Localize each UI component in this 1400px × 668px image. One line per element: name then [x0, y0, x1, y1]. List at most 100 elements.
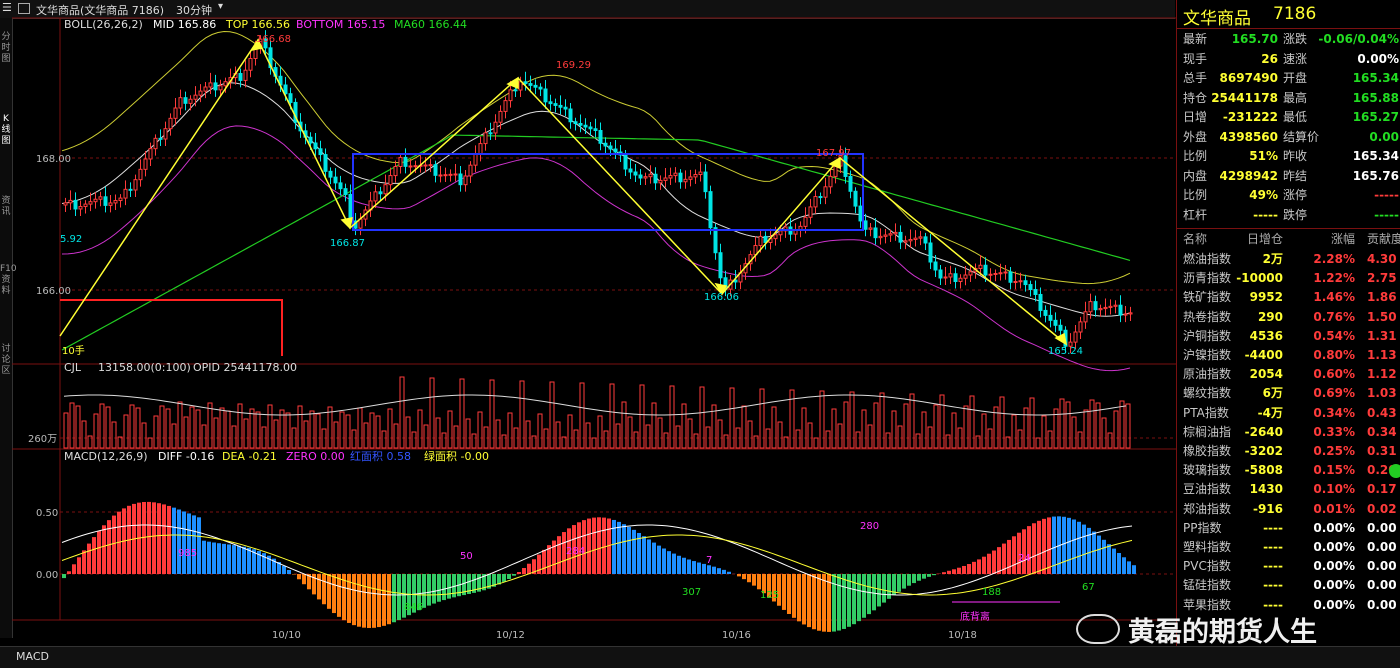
macd-bar: [437, 574, 441, 602]
header-contribution[interactable]: 贡献度: [1367, 230, 1400, 249]
volume-bar: [874, 403, 878, 448]
tab-macd[interactable]: MACD: [16, 650, 49, 663]
macd-trough-label: 188: [982, 587, 1001, 598]
candle-body: [959, 278, 962, 281]
candle-body: [869, 228, 872, 229]
volume-bar: [118, 437, 122, 448]
candle-body: [649, 174, 652, 176]
macd-bar: [707, 565, 711, 574]
volume-bar: [220, 408, 224, 448]
index-change: 0.00%: [1313, 576, 1355, 595]
volume-bar: [442, 433, 446, 448]
volume-bar: [910, 394, 914, 448]
candle-body: [1104, 307, 1107, 308]
volume-bar: [952, 413, 956, 448]
candle-body: [239, 74, 242, 81]
candle-body: [884, 235, 887, 236]
volume-bar: [1120, 401, 1124, 448]
candle-body: [909, 239, 912, 240]
candle-body: [624, 155, 627, 169]
list-item[interactable]: PVC指数----0.00%0.00: [1177, 557, 1400, 576]
volume-bar: [1072, 417, 1076, 448]
quote-value: 165.70: [1232, 30, 1278, 49]
candle-body: [434, 165, 437, 176]
candle-body: [384, 185, 387, 194]
scroll-indicator-icon[interactable]: [1389, 464, 1400, 478]
quote-label: 比例: [1183, 147, 1207, 166]
macd-dea: DEA -0.21: [222, 450, 277, 463]
cjl-name[interactable]: CJL: [64, 361, 82, 374]
quote-value: 8697490: [1220, 69, 1278, 88]
candle-body: [134, 180, 137, 190]
candle-body: [309, 137, 312, 143]
macd-bar: [882, 574, 886, 603]
volume-bar: [406, 417, 410, 448]
macd-bar: [992, 551, 996, 574]
index-contribution: 1.86: [1367, 288, 1397, 307]
macd-bar: [782, 574, 786, 610]
index-change: 0.80%: [1313, 346, 1355, 365]
candle-body: [1079, 322, 1082, 332]
list-item[interactable]: 塑料指数----0.00%0.00: [1177, 538, 1400, 557]
header-change[interactable]: 涨幅: [1331, 230, 1355, 249]
candle-body: [174, 108, 177, 118]
macd-bar: [427, 574, 431, 606]
opid-line: [64, 395, 1126, 415]
candle-body: [964, 275, 967, 278]
macd-name[interactable]: MACD(12,26,9): [64, 450, 148, 463]
volume-bar: [538, 414, 542, 448]
candle-body: [169, 118, 172, 128]
index-oi-change: ----: [1263, 538, 1283, 557]
macd-bar: [1112, 549, 1116, 574]
header-name[interactable]: 名称: [1183, 230, 1207, 249]
header-oi[interactable]: 日增仓: [1247, 230, 1283, 249]
chart-area[interactable]: 168.00 166.00 260万 0.50 0.00 10/10 10/12…: [0, 0, 1176, 646]
volume-bar: [376, 416, 380, 448]
candle-body: [1004, 272, 1007, 273]
volume-bar: [922, 412, 926, 448]
candle-body: [184, 98, 187, 104]
volume-bar: [568, 415, 572, 448]
high-price-label: 167.97: [816, 148, 851, 159]
macd-bar: [697, 563, 701, 574]
macd-bar: [317, 574, 321, 599]
volume-bar: [316, 414, 320, 448]
candle-body: [1024, 281, 1027, 285]
candle-body: [549, 102, 552, 104]
candle-body: [319, 149, 322, 155]
index-name: PVC指数: [1183, 557, 1231, 576]
volume-bar: [1078, 432, 1082, 448]
index-name: 铁矿指数: [1183, 288, 1231, 307]
quote-label: 外盘: [1183, 128, 1207, 147]
index-name: 郑油指数: [1183, 500, 1231, 519]
macd-bar: [352, 574, 356, 625]
boll-name[interactable]: BOLL(26,26,2): [64, 18, 143, 31]
index-change: 0.00%: [1313, 519, 1355, 538]
index-oi-change: -3202: [1245, 442, 1283, 461]
macd-bar: [1047, 517, 1051, 574]
macd-bar: [1042, 519, 1046, 574]
index-oi-change: 290: [1258, 308, 1283, 327]
list-item[interactable]: PP指数----0.00%0.00: [1177, 519, 1400, 538]
candle-body: [454, 174, 457, 175]
macd-bar: [592, 518, 596, 574]
macd-bar: [292, 574, 296, 575]
candle-body: [144, 159, 147, 169]
macd-peak-label: 284: [566, 546, 585, 557]
list-item[interactable]: 锰硅指数----0.00%0.00: [1177, 576, 1400, 595]
candle-body: [349, 194, 352, 221]
